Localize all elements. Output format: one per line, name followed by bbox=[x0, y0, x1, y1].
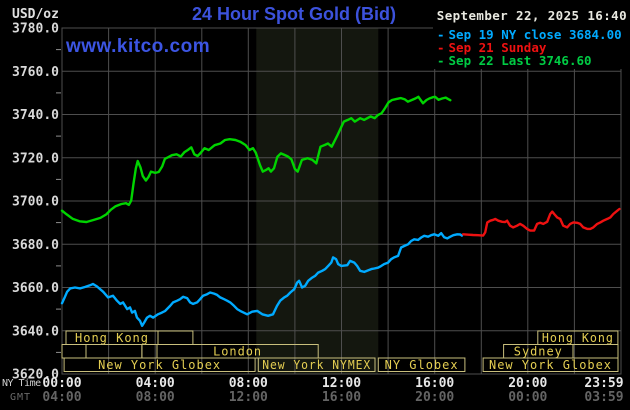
session-box bbox=[257, 357, 376, 372]
session-label: Hong Kong bbox=[75, 331, 149, 345]
x-tick-label-gmt: 12:00 bbox=[229, 390, 268, 405]
y-tick-label: 3740.0 bbox=[12, 108, 59, 123]
plot-border bbox=[61, 27, 622, 375]
legend-item-sep19: - Sep 19 NY close 3684.00 bbox=[437, 28, 630, 41]
x-tick-label-ny: 00:00 bbox=[42, 376, 81, 391]
series-dash-icon: - bbox=[437, 53, 445, 68]
x-tick-label-gmt: 20:00 bbox=[415, 390, 454, 405]
x-tick-label-gmt: 04:00 bbox=[42, 390, 81, 405]
x-tick-label-gmt: 16:00 bbox=[322, 390, 361, 405]
session-label: London bbox=[213, 345, 262, 359]
session-label: Sydney bbox=[514, 345, 563, 359]
x-tick-label-ny: 08:00 bbox=[229, 376, 268, 391]
session-label: Hong Kong bbox=[542, 331, 614, 345]
y-tick-label: 3640.0 bbox=[12, 324, 59, 339]
session-box bbox=[482, 357, 619, 372]
session-label: NY Globex bbox=[385, 358, 459, 372]
session-box bbox=[157, 330, 194, 345]
session-box bbox=[61, 344, 87, 359]
page-title: 24 Hour Spot Gold (Bid) bbox=[192, 4, 396, 24]
y-tick-label: 3720.0 bbox=[12, 151, 59, 166]
session-box bbox=[377, 357, 466, 372]
x-tick-label-ny: 16:00 bbox=[415, 376, 454, 391]
timestamp-label: September 22, 2025 16:40 bbox=[436, 8, 627, 23]
y-tick-label: 3700.0 bbox=[12, 195, 59, 210]
x-tick-label-ny: 12:00 bbox=[322, 376, 361, 391]
legend-label: Sep 19 NY close 3684.00 bbox=[448, 27, 622, 42]
series-line-sep-21 bbox=[461, 207, 621, 237]
session-box bbox=[85, 344, 143, 359]
y-tick-label: 3660.0 bbox=[12, 281, 59, 296]
legend-label: Sep 21 Sunday bbox=[448, 40, 547, 55]
session-label: New York Globex bbox=[98, 358, 221, 372]
legend-item-sep22: - Sep 22 Last 3746.60 bbox=[437, 54, 630, 67]
y-tick-label: 3680.0 bbox=[12, 238, 59, 253]
session-label: New York Globex bbox=[489, 358, 612, 372]
y-tick-label: 3760.0 bbox=[12, 65, 59, 80]
x-tick-label-ny: 04:00 bbox=[136, 376, 175, 391]
legend-label: Sep 22 Last 3746.60 bbox=[448, 53, 592, 68]
session-box bbox=[572, 344, 619, 359]
x-tick-label-gmt: 08:00 bbox=[136, 390, 175, 405]
x-tick-label-gmt: 03:59 bbox=[584, 390, 623, 405]
series-line-sep-22 bbox=[60, 95, 452, 224]
y-tick-label: 3780.0 bbox=[12, 22, 59, 37]
y-tick-label: 3620.0 bbox=[12, 368, 59, 383]
gmt-axis-label: GMT bbox=[10, 392, 32, 403]
x-tick-label-ny: 23:59 bbox=[584, 376, 623, 391]
session-label: New York NYMEX bbox=[262, 358, 371, 372]
legend: - Sep 19 NY close 3684.00 - Sep 21 Sunday … bbox=[433, 26, 630, 69]
series-line-sep-19 bbox=[60, 231, 464, 327]
x-tick-label-ny: 20:00 bbox=[508, 376, 547, 391]
kitco-watermark-link[interactable]: www.kitco.com bbox=[66, 36, 211, 57]
series-dash-icon: - bbox=[437, 27, 445, 42]
x-tick-label-gmt: 00:00 bbox=[508, 390, 547, 405]
unit-label: USD/oz bbox=[12, 7, 59, 22]
session-box bbox=[63, 357, 256, 372]
legend-item-sep21: - Sep 21 Sunday bbox=[437, 41, 630, 54]
series-dash-icon: - bbox=[437, 40, 445, 55]
ny-time-axis-label: NY Time bbox=[2, 378, 41, 389]
